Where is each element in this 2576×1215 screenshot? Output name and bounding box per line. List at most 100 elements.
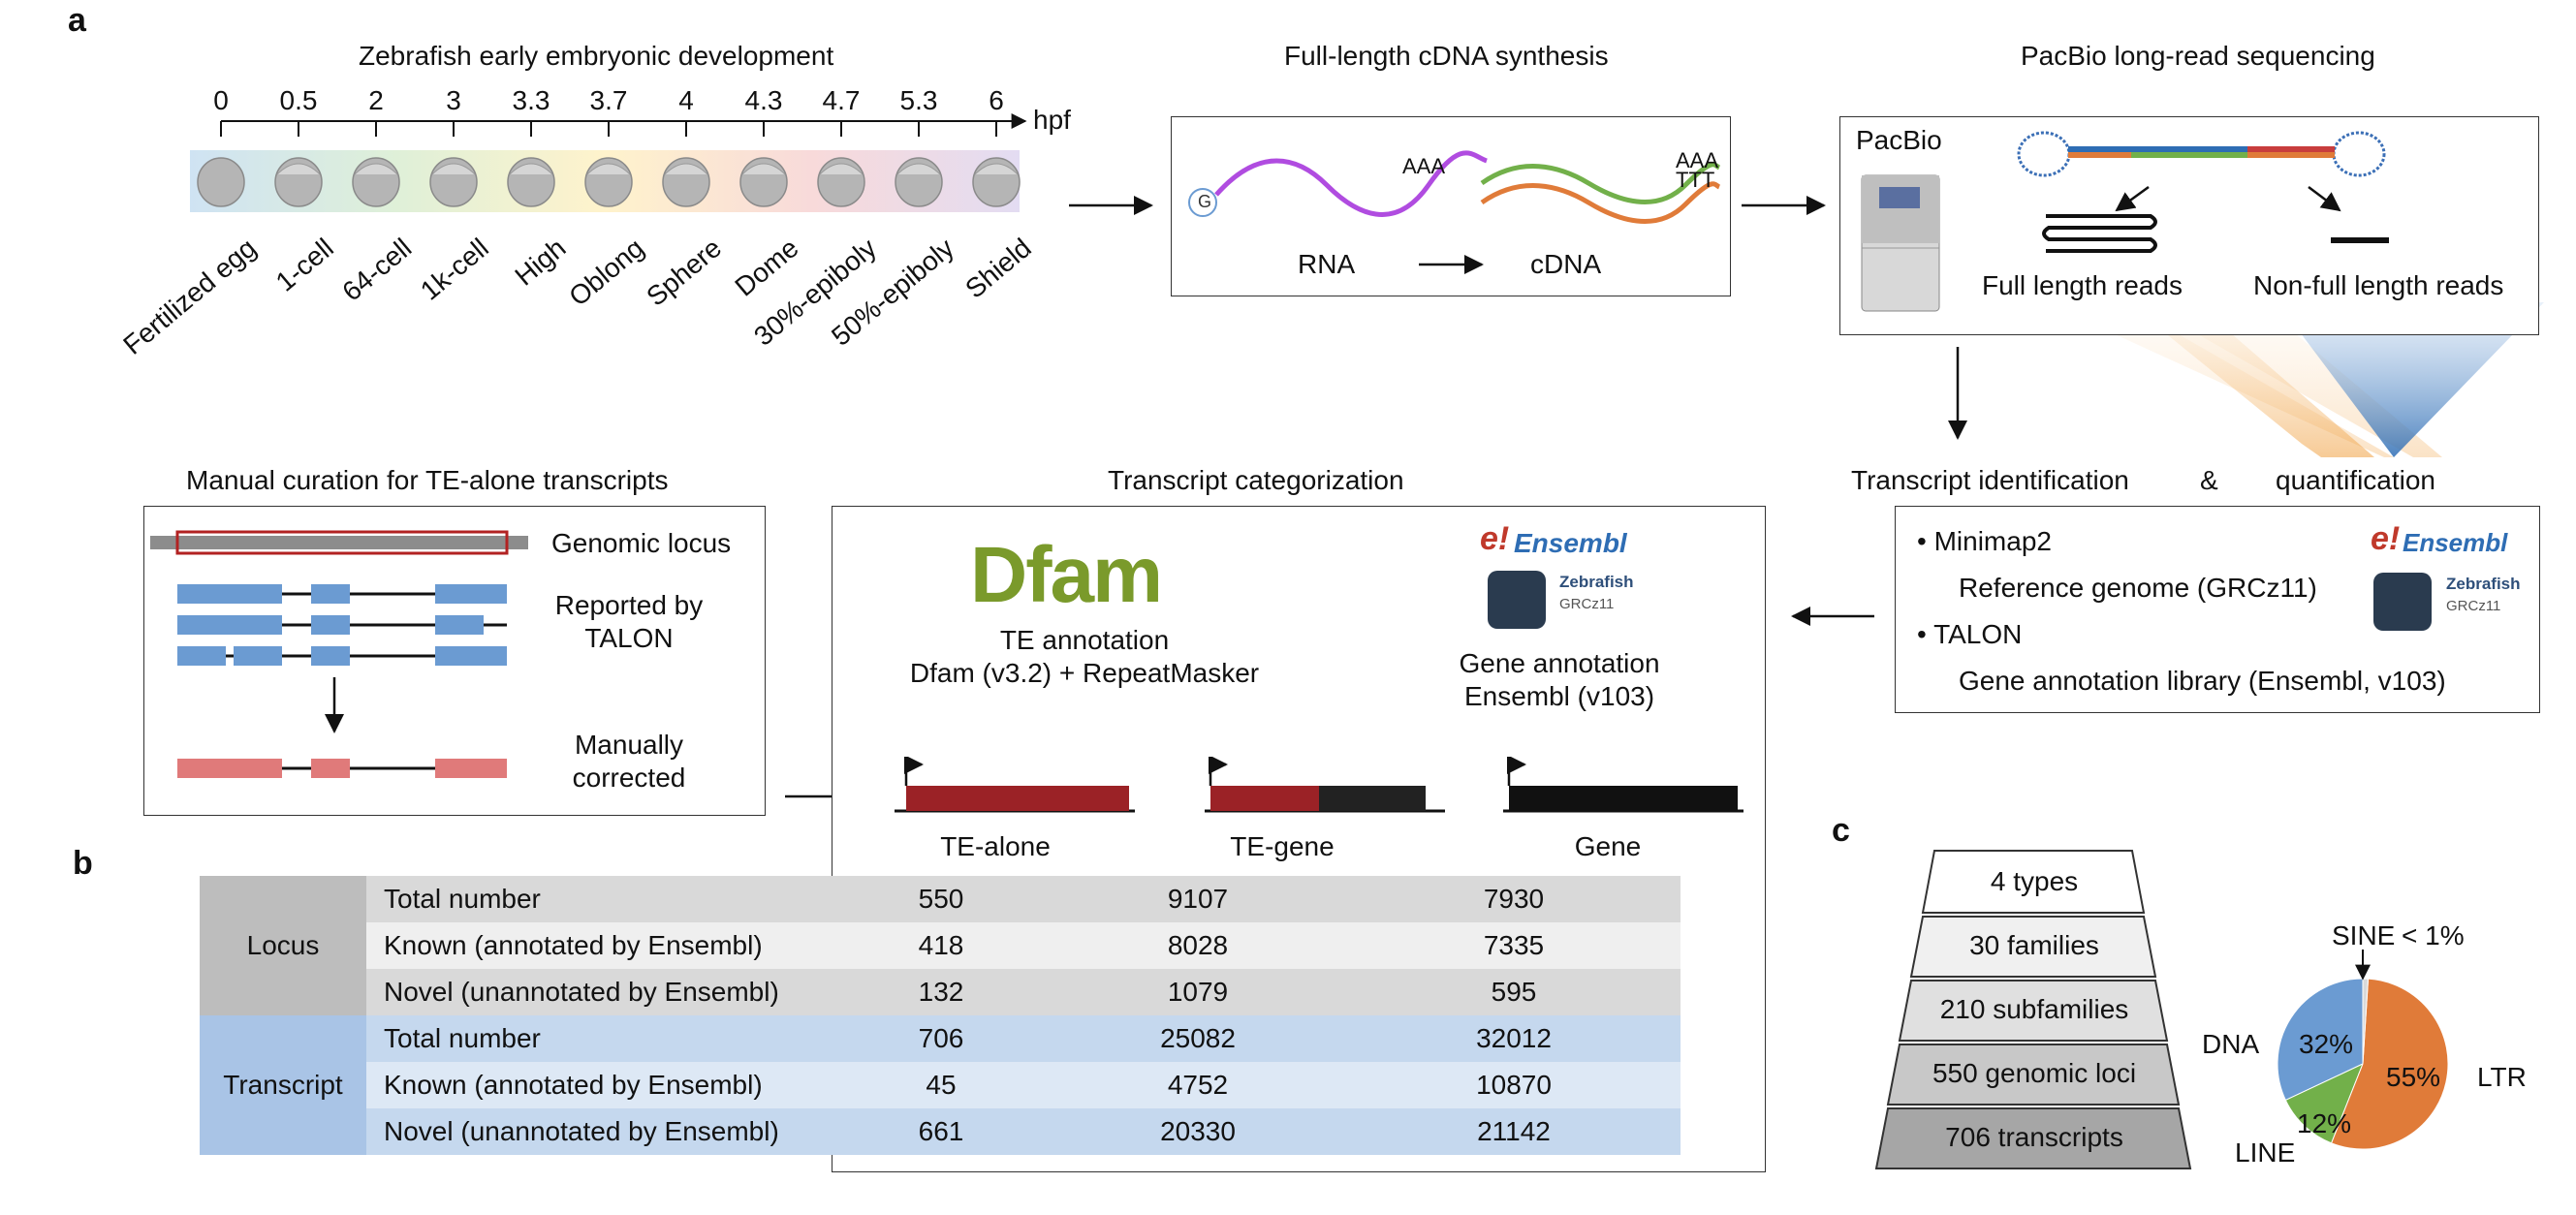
table-cell: 132 xyxy=(833,969,1049,1015)
minimap-label: • Minimap2 xyxy=(1917,526,2052,556)
reported-label-1: Reported by xyxy=(554,590,704,620)
embryo-cap xyxy=(741,163,786,175)
table-group-label: Locus xyxy=(200,876,366,1015)
te-annotation-source: Dfam (v3.2) + RepeatMasker xyxy=(909,658,1260,688)
zebrafish-icon xyxy=(2373,573,2432,631)
nonfull-reads-label: Non-full length reads xyxy=(2253,270,2504,300)
ensembl-e-logo: e! xyxy=(2371,520,2401,557)
pacbio-drawing xyxy=(1861,131,2389,312)
time-tick-label: 6 xyxy=(989,85,1004,115)
corrected-label-1: Manually xyxy=(574,730,684,760)
grcz-label-2: GRCz11 xyxy=(1559,596,1615,612)
table-cell: 45 xyxy=(833,1062,1049,1108)
ensembl-logo-text-2: Ensembl xyxy=(1514,528,1627,558)
reported-label-2: TALON xyxy=(584,623,674,653)
manual-drawing xyxy=(150,530,528,778)
manual-box: Genomic locus Reported by TALON Manually… xyxy=(143,506,766,816)
cap-g: G xyxy=(1198,192,1212,211)
col-header-gene: Gene xyxy=(1574,831,1642,861)
time-tick-label: 5.3 xyxy=(899,85,938,115)
table-cell: 418 xyxy=(833,922,1049,969)
full-read-icon xyxy=(2042,214,2157,253)
embryo-row xyxy=(197,157,1021,207)
pie-value-dna: 32% xyxy=(2299,1029,2354,1059)
time-tick-label: 0.5 xyxy=(279,85,318,115)
pyramid-label-1: 4 types xyxy=(1990,866,2079,896)
time-tick-label: 4.7 xyxy=(822,85,861,115)
table-cell: 1079 xyxy=(1049,969,1347,1015)
gene-annotation-source: Ensembl (v103) xyxy=(1463,681,1655,711)
embryo-cap xyxy=(276,163,321,175)
panel-a-label: a xyxy=(68,2,86,39)
arrow-full xyxy=(2115,185,2150,212)
embryo-cap xyxy=(819,163,864,175)
smrtbell-icon xyxy=(2017,131,2386,177)
time-tick-label: 3.7 xyxy=(589,85,628,115)
corrected-transcript xyxy=(177,759,507,778)
table-row-label: Total number xyxy=(366,1015,833,1062)
grcz-label: GRCz11 xyxy=(2446,598,2501,614)
ensembl-e-logo-2: e! xyxy=(1480,520,1510,557)
minimap-text: Minimap2 xyxy=(1933,526,2052,556)
title-manual: Manual curation for TE-alone transcripts xyxy=(186,465,669,495)
table-row-label: Known (annotated by Ensembl) xyxy=(366,1062,833,1108)
table-cell: 21142 xyxy=(1347,1108,1681,1155)
pacbio-brand: PacBio xyxy=(1856,125,1942,155)
embryo-cap xyxy=(354,163,398,175)
table-cell: 550 xyxy=(833,876,1049,922)
zebrafish-icon-2 xyxy=(1488,571,1546,629)
table-cell: 4752 xyxy=(1049,1062,1347,1108)
time-unit-label: hpf xyxy=(1033,105,1071,135)
embryo-cap xyxy=(896,163,941,175)
title-cdna: Full-length cDNA synthesis xyxy=(1284,41,1609,71)
table-row-label: Known (annotated by Ensembl) xyxy=(366,922,833,969)
rna-label: RNA xyxy=(1298,249,1356,279)
time-tick-label: 4.3 xyxy=(744,85,783,115)
table-cell: 8028 xyxy=(1049,922,1347,969)
full-reads-label: Full length reads xyxy=(1982,270,2183,300)
table-cell: 32012 xyxy=(1347,1015,1681,1062)
table-cell: 706 xyxy=(833,1015,1049,1062)
ensembl-logo-text: Ensembl xyxy=(2403,528,2508,557)
pyramid-label-5: 706 transcripts xyxy=(1945,1122,2123,1152)
title-ident: Transcript identification xyxy=(1851,465,2129,495)
panel-b-label: b xyxy=(73,845,93,882)
time-tick-label: 2 xyxy=(368,85,384,115)
table-cell: 7930 xyxy=(1347,876,1681,922)
embryo-cap xyxy=(431,163,476,175)
panel-c-label: c xyxy=(1832,812,1850,849)
category-icons xyxy=(895,757,1744,813)
blue-fan xyxy=(2278,302,2544,457)
pyramid-label-3: 210 subfamilies xyxy=(1939,994,2129,1024)
cdna-strand-green xyxy=(1480,162,1721,204)
embryo-cap xyxy=(664,163,708,175)
orange-fan-3 xyxy=(2045,302,2394,457)
title-categorization: Transcript categorization xyxy=(1108,465,1404,495)
gene-icon xyxy=(1503,757,1744,813)
zebrafish-label: Zebrafish xyxy=(2446,575,2521,593)
table-cell: 661 xyxy=(833,1108,1049,1155)
title-quant: quantification xyxy=(2276,465,2436,495)
title-amp: & xyxy=(2200,465,2218,495)
pie-label-sine: SINE xyxy=(2332,920,2396,950)
polya-cdna: AAA xyxy=(1676,148,1719,172)
table-cell: 9107 xyxy=(1049,876,1347,922)
genomic-locus-bar xyxy=(150,536,528,549)
cdna-label: cDNA xyxy=(1530,249,1602,279)
table-cell: 10870 xyxy=(1347,1062,1681,1108)
title-zebrafish: Zebrafish early embryonic development xyxy=(359,41,834,71)
genomic-locus-label: Genomic locus xyxy=(551,528,732,558)
cdna-drawing xyxy=(1188,150,1721,274)
pacbio-box: PacBio Full length reads Non-full le xyxy=(1839,116,2539,335)
table-group-label: Transcript xyxy=(200,1015,366,1155)
locus-highlight xyxy=(175,530,509,555)
zebrafish-label-2: Zebrafish xyxy=(1559,573,1634,591)
embryo-icon xyxy=(197,157,245,207)
tools-box: • Minimap2 Reference genome (GRCz11) • T… xyxy=(1895,506,2540,713)
time-tick-label: 0 xyxy=(213,85,229,115)
table-cell: 595 xyxy=(1347,969,1681,1015)
embryo-cap xyxy=(586,163,631,175)
te-annotation-label: TE annotation xyxy=(999,625,1170,655)
rna-strand xyxy=(1214,150,1488,217)
